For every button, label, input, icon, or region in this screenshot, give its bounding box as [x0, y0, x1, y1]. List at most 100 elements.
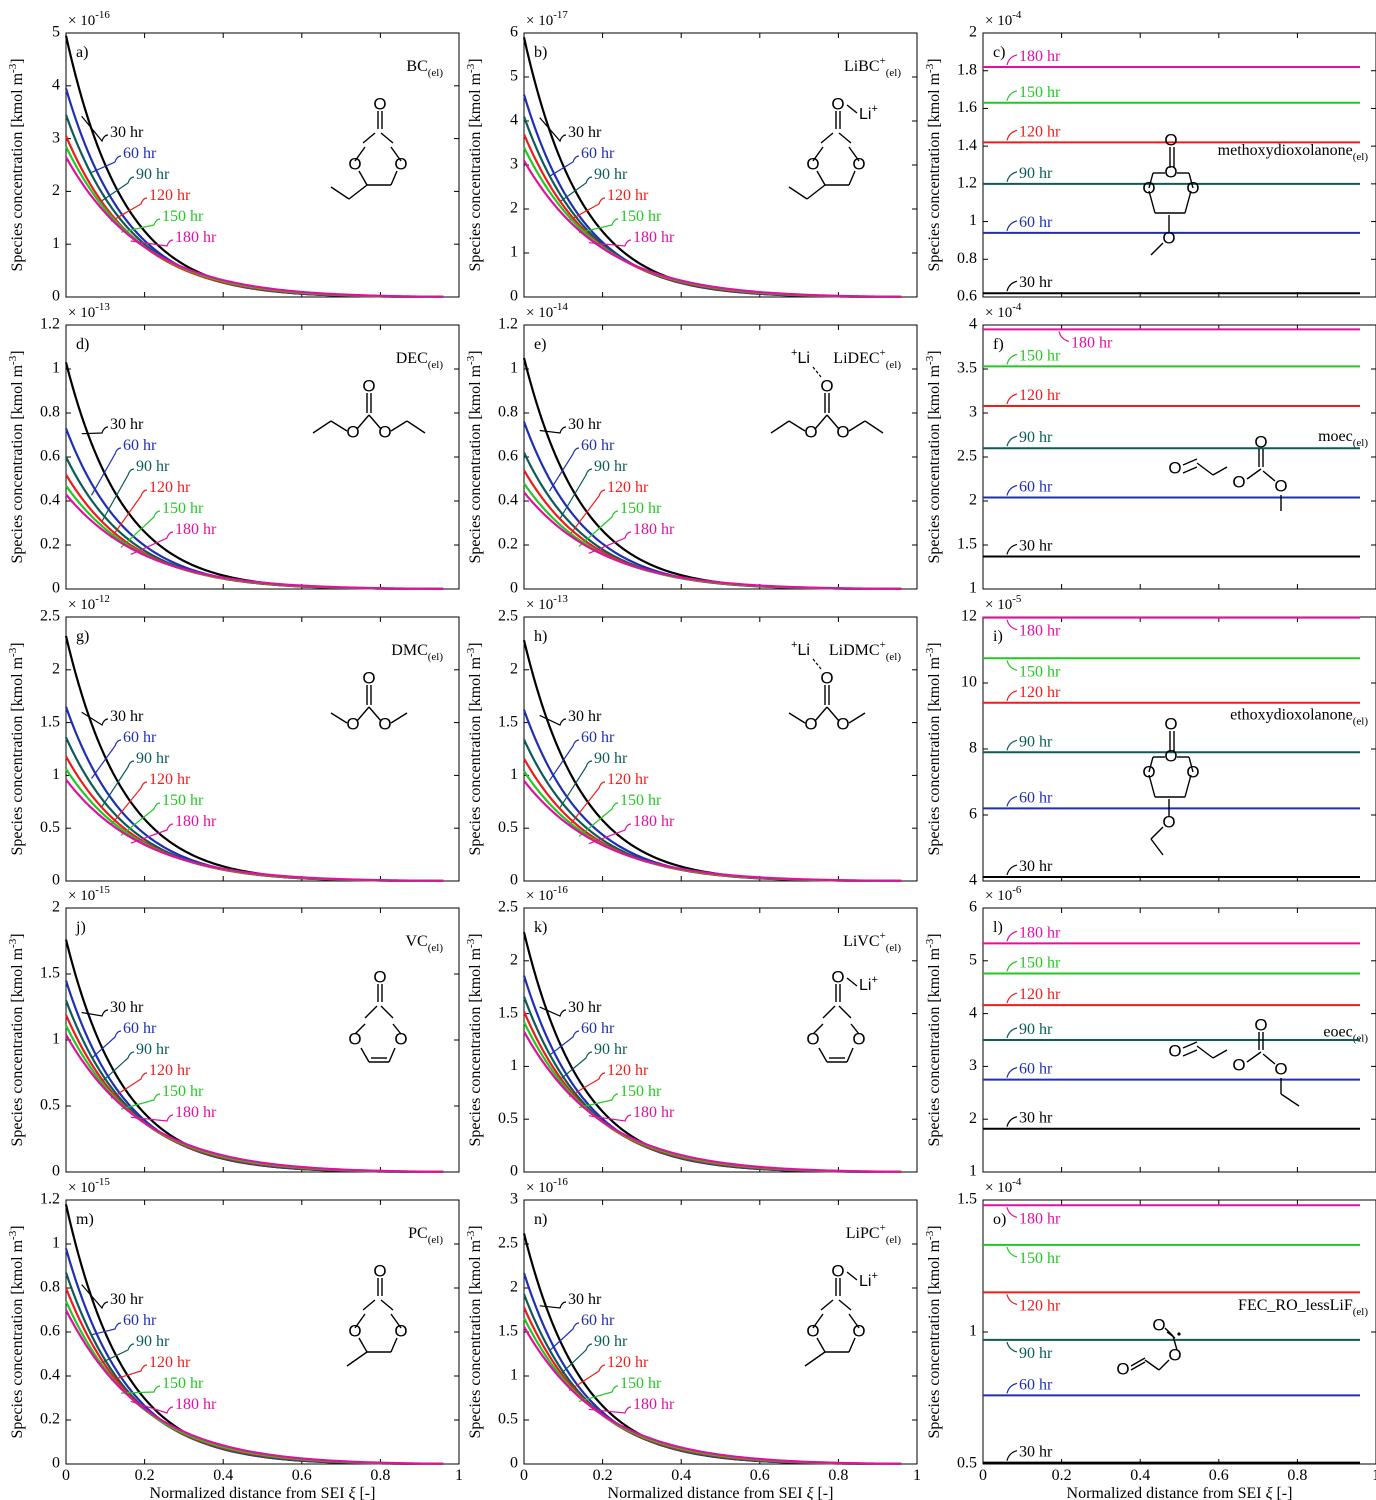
exponent-base: × 10 — [526, 597, 553, 613]
y-axis-label: Species concentration [kmol m-3] — [465, 1225, 484, 1438]
bond — [1196, 462, 1214, 476]
series-line-90-hr — [523, 739, 902, 883]
y-label-text: Species concentration [kmol m — [9, 656, 26, 855]
bond — [838, 132, 852, 144]
species-charge: + — [880, 55, 886, 67]
y-label-sup: -3 — [7, 63, 19, 73]
x-tick-label: 0.6 — [750, 1467, 770, 1484]
y-tick-label: 3 — [510, 156, 518, 173]
series-label: 180 hr — [1019, 48, 1061, 65]
bond — [846, 977, 858, 987]
series-label: 60 hr — [581, 145, 615, 162]
axis-exponent: × 10-13 — [68, 301, 110, 321]
ring-o: O — [1164, 162, 1177, 181]
li-cation-label: +Li — [791, 347, 810, 367]
species-subscript: (el) — [428, 651, 444, 663]
species-subscript: (el) — [886, 942, 902, 954]
series-leader — [1006, 393, 1018, 405]
series-line-150-hr — [523, 1021, 902, 1173]
bond — [816, 1337, 826, 1353]
y-tick-label: 2 — [510, 951, 518, 968]
bond — [362, 1299, 376, 1311]
exponent-power: -4 — [1012, 9, 1022, 21]
series-line-120-hr — [523, 757, 902, 883]
y-tick-label: 4 — [510, 112, 518, 129]
series-label: 120 hr — [1019, 387, 1061, 404]
series-line-120-hr — [65, 474, 444, 591]
x-tick-label: 1 — [455, 1467, 463, 1484]
series-label: 30 hr — [110, 708, 144, 725]
y-tick-label: 1 — [510, 360, 518, 377]
series-label: 30 hr — [568, 708, 602, 725]
bond — [1166, 1331, 1176, 1339]
panel-letter: g) — [76, 628, 89, 645]
ring-o: O — [394, 1029, 407, 1048]
exponent-base: × 10 — [985, 1180, 1012, 1196]
species-name: DMC — [391, 642, 427, 659]
y-tick-label: 0.6 — [498, 448, 518, 465]
series-leader — [588, 1114, 632, 1122]
series-leader — [130, 239, 174, 247]
y-axis-label: Species concentration [kmol m-3] — [924, 1225, 943, 1438]
bond — [1188, 756, 1194, 773]
exponent-base: × 10 — [526, 1180, 553, 1196]
series-label: 180 hr — [175, 229, 217, 246]
axis-exponent: × 10-4 — [985, 1176, 1022, 1196]
panel-g: 0 0.5 1 1.5 2 2.5 × 10-12 g) Species concentrati… — [7, 593, 460, 889]
plot-frame — [65, 32, 460, 298]
series-label: 30 hr — [110, 416, 144, 433]
molecule-structure-methoxydioxolanone: OOO OO — [1142, 130, 1200, 256]
series-leader — [110, 197, 148, 222]
exponent-power: -17 — [553, 9, 568, 21]
series-label: 180 hr — [633, 521, 675, 538]
series-label: 180 hr — [633, 1396, 675, 1413]
species-subscript: (el) — [1353, 716, 1369, 728]
y-label-text: Species concentration [kmol m — [926, 656, 943, 855]
y-label-text: Species concentration [kmol m — [467, 1239, 484, 1438]
y-tick-label: 1.5 — [957, 1191, 977, 1208]
panel-a: 0 1 2 3 4 5 × 10-16 a) Species concentration [km… — [7, 9, 460, 305]
series-label: 120 hr — [1019, 684, 1061, 701]
species-name: PC — [408, 1225, 428, 1242]
bond — [390, 170, 398, 186]
species-label: methoxydioxolanone(el) — [1218, 142, 1369, 163]
series-label: 120 hr — [1019, 986, 1061, 1003]
ring-o: O — [852, 1321, 865, 1340]
y-tick-label: 0 — [52, 1455, 60, 1472]
species-name: DEC — [396, 350, 428, 367]
bond — [388, 1047, 396, 1063]
exponent-power: -14 — [553, 301, 568, 313]
x-tick-label: 0.8 — [1287, 1467, 1307, 1484]
molecule-structure-libc: O O O Li+ — [788, 94, 878, 200]
axis-exponent: × 10-16 — [68, 9, 110, 29]
y-tick-label: 1.5 — [498, 1004, 518, 1021]
series-line-30-hr — [64, 635, 444, 883]
series-leader — [110, 1072, 148, 1099]
li-cation-label: +Li — [791, 639, 810, 659]
y-label-end: ] — [926, 1225, 943, 1230]
series-label: 180 hr — [633, 813, 675, 830]
series-label: 60 hr — [123, 1020, 157, 1037]
bond — [1148, 756, 1154, 773]
species-subscript: (el) — [1353, 1306, 1369, 1318]
species-label: LiDMC+(el) — [829, 639, 901, 663]
series-label: 180 hr — [1019, 924, 1061, 941]
series-leader — [1006, 129, 1018, 141]
series-leader — [91, 1322, 122, 1336]
series-label: 120 hr — [607, 771, 649, 788]
exponent-base: × 10 — [68, 13, 95, 29]
series-label: 30 hr — [1019, 1444, 1053, 1461]
ester-o: O — [346, 714, 359, 733]
series-label: 60 hr — [581, 729, 615, 746]
axis-exponent: × 10-6 — [985, 884, 1022, 904]
series-label: 30 hr — [1019, 858, 1053, 875]
y-tick-label: 2 — [510, 660, 518, 677]
y-label-end: ] — [467, 1225, 484, 1230]
y-tick-label: 0.2 — [40, 1411, 60, 1428]
series-leader — [588, 239, 632, 247]
series-label: 120 hr — [607, 187, 649, 204]
species-name: FEC_RO_lessLiF — [1238, 1297, 1353, 1314]
species-charge: + — [880, 347, 886, 359]
series-leader — [110, 781, 148, 825]
bond — [1172, 1335, 1178, 1351]
